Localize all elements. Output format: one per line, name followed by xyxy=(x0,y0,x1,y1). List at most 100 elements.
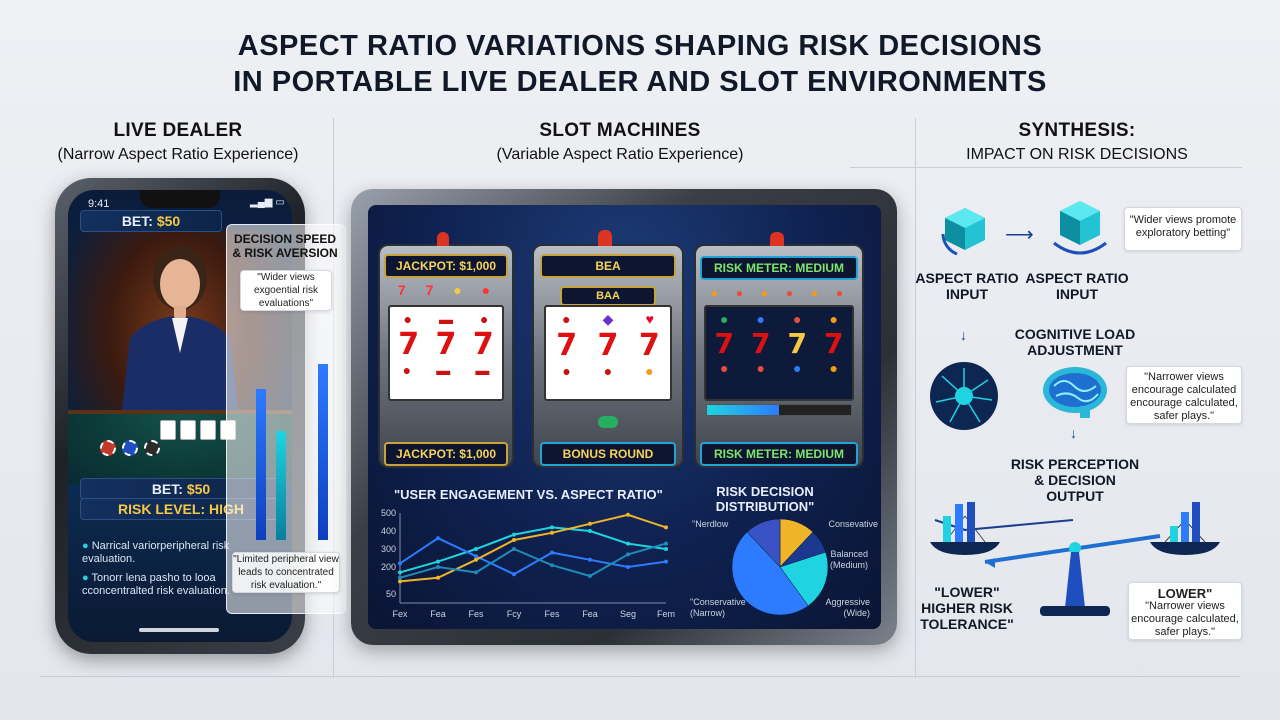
slot-1-top-label: JACKPOT: $1,000 xyxy=(384,254,508,278)
overlay-quote: "Wider views exgoential risk evaluations… xyxy=(240,270,332,311)
playing-card-icon xyxy=(160,420,176,440)
data-point xyxy=(398,561,402,566)
x-tick-label: Seg xyxy=(620,609,636,619)
apple-icon: ● xyxy=(735,286,744,300)
y-tick-label: 400 xyxy=(381,526,396,536)
y-tick-label: 50 xyxy=(386,589,396,599)
cherry-icon: ● xyxy=(562,311,571,327)
series-line xyxy=(399,513,667,583)
seven-icon: 7 xyxy=(397,282,406,298)
cards-on-table xyxy=(160,420,236,440)
slot-2-fruit-row: ● ◆ ♥ xyxy=(546,311,670,328)
bottom-rule xyxy=(40,676,1240,677)
wide-views-quote: "Wider views promote exploratory betting… xyxy=(1124,207,1242,251)
data-point xyxy=(512,547,516,551)
pie-chart-title: RISK DECISION DISTRIBUTION" xyxy=(715,484,815,514)
seven-icon: 7 xyxy=(638,328,660,363)
data-point xyxy=(398,575,402,580)
bar-icon: ▬ xyxy=(475,362,490,378)
orange-icon: ● xyxy=(829,311,838,327)
data-point xyxy=(474,547,478,551)
spin-button[interactable] xyxy=(598,416,618,428)
slot-3-fruit-row-top: ● ● ● ● xyxy=(706,311,852,327)
slot-3-bottom-label: RISK METER: MEDIUM xyxy=(700,442,858,466)
right-result-box: LOWER" "Narrower views encourage calcula… xyxy=(1128,582,1242,640)
cherry-icon: ● xyxy=(480,311,489,327)
column-divider xyxy=(915,118,916,678)
cherry-icon: ● xyxy=(403,311,412,327)
heart-icon: ♥ xyxy=(645,311,654,327)
pie-label: Aggressive (Wide) xyxy=(825,597,870,618)
chip-icon xyxy=(122,440,138,456)
chip-icon xyxy=(144,440,160,456)
phone-note-2: ● Tonorr lena pasho to looa cconcentralt… xyxy=(82,572,232,598)
synthesis-subtitle: IMPACT ON RISK DECISIONS xyxy=(966,146,1188,163)
slot-1-bottom-row: ● ▬ ▬ xyxy=(390,362,502,378)
orange-icon: ● xyxy=(645,363,654,379)
y-tick-label: 200 xyxy=(381,562,396,572)
x-tick-label: Fea xyxy=(430,609,446,619)
data-point xyxy=(626,552,630,557)
slot-1-cherry-row: ● ▬ ● xyxy=(390,311,502,327)
fruit-icon: ● xyxy=(453,282,462,298)
x-tick-label: Fes xyxy=(468,609,484,619)
bet-value: $50 xyxy=(186,481,211,497)
slot-3-fruit-row: ● ● ● ● ● ● xyxy=(702,286,852,302)
synthesis-title: SYNTHESIS: xyxy=(1018,120,1136,141)
home-indicator xyxy=(139,628,219,632)
data-point xyxy=(664,547,668,551)
seven-icon: 7 xyxy=(751,327,771,360)
overlay-bottom-quote: "Limited peripheral view leads to concen… xyxy=(232,552,340,593)
gem-icon: ◆ xyxy=(602,311,614,327)
slot-1-bottom-label: JACKPOT: $1,000 xyxy=(384,442,508,466)
pie-label: "Conservative (Narrow) xyxy=(690,597,746,618)
phone-note-1: ● Narrical variorperipheral risk evaluat… xyxy=(82,540,232,566)
arrow-down-icon: ↓ xyxy=(960,327,967,343)
decision-speed-title: DECISION SPEED & RISK AVERSION xyxy=(228,232,342,260)
seven-icon: 7 xyxy=(425,282,434,298)
data-point xyxy=(474,557,478,562)
engagement-line-chart: 50 200 300 400 500 Fex Fea Fes Fcy Fes Fea Seg Fem xyxy=(381,508,675,619)
arrow-down-icon: ↓ xyxy=(1070,425,1077,441)
slot-2-top-label: BEA xyxy=(540,254,676,278)
cherry-icon: ● xyxy=(756,360,765,376)
title-line-1: ASPECT RATIO VARIATIONS SHAPING RISK DEC… xyxy=(237,30,1043,62)
x-tick-label: Fea xyxy=(582,609,598,619)
title-line-2: IN PORTABLE LIVE DEALER AND SLOT ENVIRON… xyxy=(233,66,1047,98)
risk-distribution-pie-chart: "Nerdlow Consevative Balanced (Medium) Aggre… xyxy=(690,518,878,618)
cognitive-load-label: COGNITIVE LOAD ADJUSTMENT xyxy=(1014,326,1136,358)
bet-value: $50 xyxy=(156,213,181,229)
chips xyxy=(100,440,160,456)
live-dealer-title: LIVE DEALER xyxy=(113,120,243,141)
series-line xyxy=(399,542,667,579)
pie-label: "Nerdlow xyxy=(692,519,729,529)
slot-light-icon xyxy=(437,232,449,246)
data-point xyxy=(512,538,516,542)
aspect-ratio-cube-icon xyxy=(941,208,985,256)
data-point xyxy=(398,579,402,584)
narrow-views-quote: "Narrower views encourage calculated enc… xyxy=(1126,366,1242,424)
phone-time: 9:41 xyxy=(88,198,110,210)
network-globe-icon xyxy=(930,362,998,430)
seven-icon: 7 xyxy=(556,328,578,363)
data-point xyxy=(550,563,554,568)
cherry-icon: ● xyxy=(481,282,491,298)
bar-icon: ▬ xyxy=(438,311,453,327)
x-tick-label: Fex xyxy=(392,609,408,619)
data-point xyxy=(550,550,554,555)
data-point xyxy=(664,525,668,530)
apple-icon: ● xyxy=(720,360,729,376)
balance-scale-icon xyxy=(930,502,1220,616)
pie-label: Consevative xyxy=(828,519,878,529)
x-tick-label: Fes xyxy=(544,609,560,619)
data-point xyxy=(474,554,478,559)
data-point xyxy=(664,559,668,564)
slot-machines-heading: SLOT MACHINES (Variable Aspect Ratio Exp… xyxy=(470,120,770,164)
data-point xyxy=(474,570,478,575)
y-tick-label: 500 xyxy=(381,508,396,518)
slot-light-icon xyxy=(770,232,784,246)
